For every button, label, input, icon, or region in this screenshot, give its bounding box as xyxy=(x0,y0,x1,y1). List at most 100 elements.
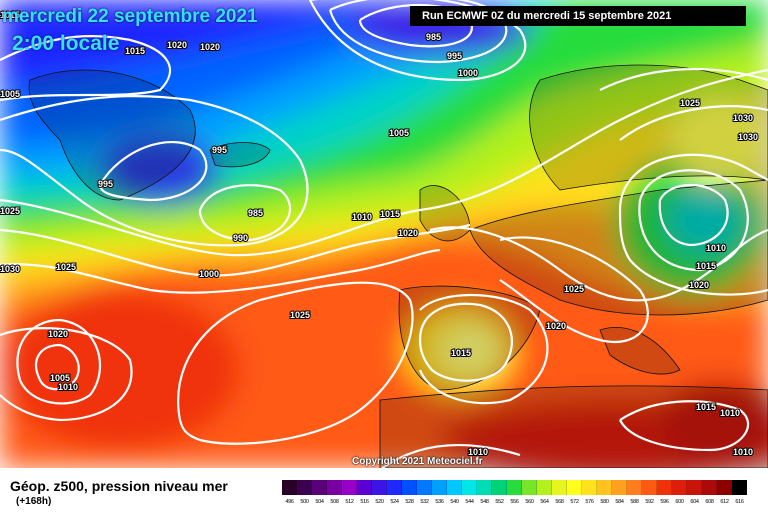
color-swatch xyxy=(477,480,492,495)
isobar-label: 1020 xyxy=(689,280,709,290)
color-scale-tick: 528 xyxy=(405,499,414,505)
color-scale-tick: 560 xyxy=(525,499,534,505)
color-scale-tick: 496 xyxy=(285,499,294,505)
color-scale-tick: 556 xyxy=(510,499,519,505)
isobar-label: 1005 xyxy=(389,128,409,138)
isobar-label: 1020 xyxy=(167,40,187,50)
isobar-label: 1025 xyxy=(290,310,310,320)
isobar-label: 985 xyxy=(426,32,441,42)
color-scale-tick: 568 xyxy=(555,499,564,505)
isobar-label: 1020 xyxy=(200,42,220,52)
color-scale-tick: 548 xyxy=(480,499,489,505)
color-swatch xyxy=(297,480,312,495)
color-swatch xyxy=(537,480,552,495)
geopotential-field xyxy=(0,0,768,468)
color-swatch xyxy=(597,480,612,495)
color-scale-tick: 520 xyxy=(375,499,384,505)
color-swatch xyxy=(492,480,507,495)
color-scale-tick: 508 xyxy=(330,499,339,505)
color-swatch xyxy=(567,480,582,495)
color-swatch xyxy=(462,480,477,495)
isobar-label: 1005 xyxy=(50,373,70,383)
color-swatch xyxy=(702,480,717,495)
color-swatch xyxy=(327,480,342,495)
color-scale-tick: 536 xyxy=(435,499,444,505)
isobar-label: 1010 xyxy=(706,243,726,253)
isobar-label: 1015 xyxy=(696,261,716,271)
color-scale-tick: 540 xyxy=(450,499,459,505)
color-scale-tick: 524 xyxy=(390,499,399,505)
isobar-label: 1025 xyxy=(56,262,76,272)
color-swatch xyxy=(552,480,567,495)
color-swatch xyxy=(447,480,462,495)
isobar-label: 1025 xyxy=(0,206,20,216)
isobar-label: 1020 xyxy=(48,329,68,339)
color-swatch xyxy=(312,480,327,495)
color-swatch xyxy=(687,480,702,495)
color-swatch xyxy=(717,480,732,495)
color-scale-tick: 588 xyxy=(630,499,639,505)
isobar-label: 1010 xyxy=(468,447,488,457)
isobar-label: 1010 xyxy=(352,212,372,222)
color-swatch xyxy=(357,480,372,495)
isobar-label: 1030 xyxy=(733,113,753,123)
color-swatch xyxy=(417,480,432,495)
isobar-label: 1010 xyxy=(720,408,740,418)
color-scale-tick: 580 xyxy=(600,499,609,505)
color-scale-ticks: 496 500 504 508 512 516 520 524 528 532 536 540 544 5… xyxy=(282,499,747,505)
isobar-label: 1000 xyxy=(199,269,219,279)
isobar-label: 1010 xyxy=(58,382,78,392)
isobar-label: 1020 xyxy=(398,228,418,238)
color-scale-tick: 504 xyxy=(315,499,324,505)
forecast-range: (+168h) xyxy=(16,496,52,507)
forecast-date: mercredi 22 septembre 2021 xyxy=(2,6,258,27)
isobars xyxy=(0,0,768,468)
color-scale-tick: 532 xyxy=(420,499,429,505)
color-swatch xyxy=(522,480,537,495)
isobar-label: 995 xyxy=(98,179,113,189)
copyright: Copyright 2021 Meteociel.fr xyxy=(352,456,483,467)
color-swatch xyxy=(342,480,357,495)
isobar-labels: 1015 1020 1020 1015 985 995 1000 1005 99… xyxy=(0,9,759,458)
color-scale-tick: 512 xyxy=(345,499,354,505)
color-scale-tick: 584 xyxy=(615,499,624,505)
isobar-label: 1030 xyxy=(738,132,758,142)
map-title: Géop. z500, pression niveau mer xyxy=(10,478,228,494)
color-swatch xyxy=(387,480,402,495)
color-scale-tick: 552 xyxy=(495,499,504,505)
color-swatch xyxy=(372,480,387,495)
isobar-label: 1015 xyxy=(125,46,145,56)
isobar-label: 1015 xyxy=(451,348,471,358)
isobar-label: 1005 xyxy=(0,89,20,99)
color-scale-tick: 600 xyxy=(675,499,684,505)
color-swatch xyxy=(402,480,417,495)
color-swatch xyxy=(507,480,522,495)
color-swatch xyxy=(282,480,297,495)
color-scale-tick: 596 xyxy=(660,499,669,505)
isobar-label: 995 xyxy=(212,145,227,155)
isobar-label: 995 xyxy=(447,51,462,61)
color-scale-tick: 604 xyxy=(690,499,699,505)
color-swatch xyxy=(657,480,672,495)
isobar-label: 990 xyxy=(233,233,248,243)
isobar-label: 1020 xyxy=(546,321,566,331)
weather-map: 1015 1020 1020 1015 985 995 1000 1005 99… xyxy=(0,0,768,468)
color-swatch xyxy=(582,480,597,495)
color-swatch xyxy=(672,480,687,495)
isobar-label: 1015 xyxy=(380,209,400,219)
color-swatch xyxy=(432,480,447,495)
color-scale xyxy=(282,480,747,495)
color-scale-tick: 576 xyxy=(585,499,594,505)
isobar-label: 1025 xyxy=(680,98,700,108)
isobar-label: 1000 xyxy=(458,68,478,78)
isobar-label: 1015 xyxy=(696,402,716,412)
color-scale-tick: 612 xyxy=(720,499,729,505)
isobar-label: 1030 xyxy=(0,264,20,274)
legend-footer: Géop. z500, pression niveau mer (+168h) … xyxy=(0,468,768,512)
color-scale-tick: 516 xyxy=(360,499,369,505)
color-swatch xyxy=(732,480,747,495)
color-swatch xyxy=(627,480,642,495)
color-scale-tick: 500 xyxy=(300,499,309,505)
color-swatch xyxy=(642,480,657,495)
color-scale-tick: 592 xyxy=(645,499,654,505)
